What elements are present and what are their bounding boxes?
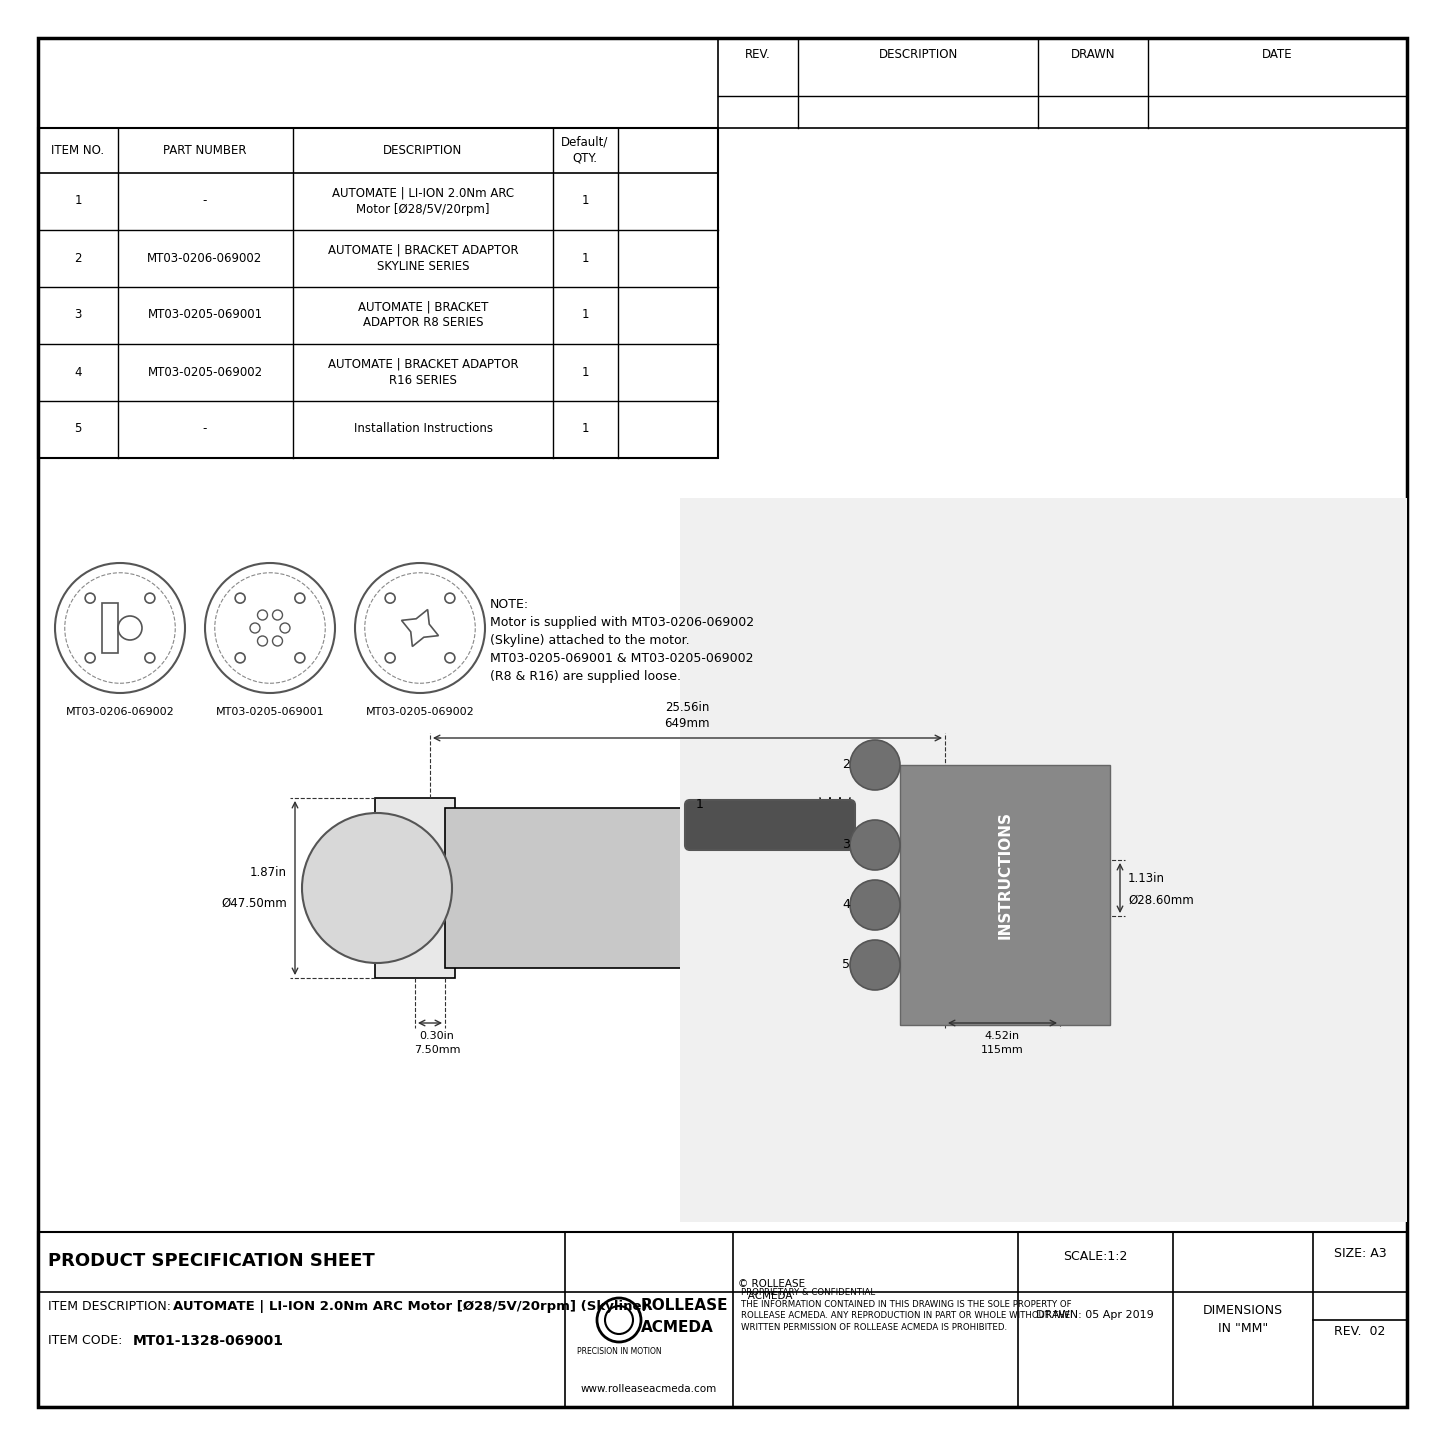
Text: MT03-0205-069002: MT03-0205-069002 (366, 707, 474, 717)
Text: -: - (202, 422, 207, 435)
Text: 115mm: 115mm (981, 1045, 1023, 1055)
Text: DIMENSIONS
IN "MM": DIMENSIONS IN "MM" (1202, 1305, 1283, 1335)
Text: 1: 1 (581, 195, 588, 208)
Text: REV.  02: REV. 02 (1334, 1325, 1386, 1338)
Text: Installation Instructions: Installation Instructions (354, 422, 493, 435)
Text: 1: 1 (581, 422, 588, 435)
Text: 1: 1 (581, 366, 588, 379)
Text: 1: 1 (74, 195, 82, 208)
Text: PRECISION IN MOTION: PRECISION IN MOTION (577, 1348, 662, 1357)
Circle shape (850, 819, 900, 870)
Bar (445, 808, 945, 968)
Text: PRODUCT SPECIFICATION SHEET: PRODUCT SPECIFICATION SHEET (48, 1251, 374, 1270)
Bar (38, 1233, 1407, 1407)
Text: ACMEDA: ACMEDA (642, 1321, 714, 1335)
Text: NOTE:
Motor is supplied with MT03-0206-069002
(Skyline) attached to the motor.
M: NOTE: Motor is supplied with MT03-0206-0… (490, 598, 754, 683)
Text: MT03-0205-069001: MT03-0205-069001 (215, 707, 324, 717)
Text: © ROLLEASE
   ACMEDA: © ROLLEASE ACMEDA (738, 1279, 805, 1300)
Text: 1: 1 (581, 308, 588, 321)
Text: 1: 1 (581, 251, 588, 264)
Text: 2: 2 (842, 759, 850, 772)
Text: 2: 2 (74, 251, 82, 264)
Text: MT03-0206-069002: MT03-0206-069002 (147, 251, 263, 264)
Text: ITEM NO.: ITEM NO. (52, 143, 104, 156)
Text: DESCRIPTION: DESCRIPTION (383, 143, 462, 156)
FancyBboxPatch shape (685, 801, 855, 850)
Text: SIZE: A3: SIZE: A3 (1334, 1247, 1386, 1260)
Text: DESCRIPTION: DESCRIPTION (879, 48, 958, 61)
Bar (38, 129, 718, 458)
Text: DRAWN: DRAWN (1071, 48, 1116, 61)
Text: AUTOMATE | BRACKET ADAPTOR
R16 SERIES: AUTOMATE | BRACKET ADAPTOR R16 SERIES (328, 357, 519, 386)
Text: ITEM CODE:: ITEM CODE: (48, 1334, 130, 1347)
Text: Ø28.60mm: Ø28.60mm (1129, 893, 1194, 906)
Text: Ø47.50mm: Ø47.50mm (221, 896, 288, 909)
Text: AUTOMATE | LI-ION 2.0Nm ARC
Motor [Ø28/5V/20rpm]: AUTOMATE | LI-ION 2.0Nm ARC Motor [Ø28/5… (332, 186, 514, 215)
Text: PART NUMBER: PART NUMBER (163, 143, 247, 156)
Bar (900, 764, 1110, 1025)
Text: MT03-0205-069002: MT03-0205-069002 (147, 366, 263, 379)
Text: AUTOMATE | BRACKET ADAPTOR
SKYLINE SERIES: AUTOMATE | BRACKET ADAPTOR SKYLINE SERIE… (328, 244, 519, 273)
Text: Default/
QTY.: Default/ QTY. (561, 136, 608, 165)
Text: DRAWN: 05 Apr 2019: DRAWN: 05 Apr 2019 (1036, 1311, 1155, 1319)
Text: AUTOMATE | BRACKET
ADAPTOR R8 SERIES: AUTOMATE | BRACKET ADAPTOR R8 SERIES (358, 301, 488, 329)
Text: ITEM DESCRIPTION:: ITEM DESCRIPTION: (48, 1300, 179, 1314)
Text: SCALE:1:2: SCALE:1:2 (1064, 1250, 1127, 1263)
Text: INSTRUCTIONS: INSTRUCTIONS (997, 811, 1013, 939)
Circle shape (850, 941, 900, 990)
Text: REV.: REV. (746, 48, 770, 61)
Bar (376, 798, 455, 978)
Text: 3: 3 (842, 838, 850, 851)
Text: 3: 3 (74, 308, 82, 321)
Text: 4.52in: 4.52in (984, 1030, 1020, 1040)
Text: 4: 4 (74, 366, 82, 379)
Text: 1.87in: 1.87in (250, 867, 288, 880)
Text: 1.13in: 1.13in (1129, 871, 1165, 884)
Text: 25.56in
649mm: 25.56in 649mm (665, 701, 709, 730)
Circle shape (302, 814, 452, 962)
Text: ROLLEASE: ROLLEASE (642, 1298, 728, 1312)
Text: 0.30in: 0.30in (419, 1030, 454, 1040)
Text: DATE: DATE (1261, 48, 1292, 61)
Bar (103, 603, 118, 653)
Text: 5: 5 (74, 422, 82, 435)
Text: 5: 5 (842, 958, 850, 971)
Circle shape (1032, 860, 1088, 916)
Text: MT03-0205-069001: MT03-0205-069001 (147, 308, 263, 321)
Bar (681, 499, 1407, 1222)
Text: AUTOMATE | LI-ION 2.0Nm ARC Motor [Ø28/5V/20rpm] (Skyline): AUTOMATE | LI-ION 2.0Nm ARC Motor [Ø28/5… (173, 1300, 647, 1314)
Text: -: - (202, 195, 207, 208)
Circle shape (850, 880, 900, 931)
Bar (718, 38, 1407, 129)
Text: PROPRIETARY & CONFIDENTIAL
THE INFORMATION CONTAINED IN THIS DRAWING IS THE SOLE: PROPRIETARY & CONFIDENTIAL THE INFORMATI… (741, 1287, 1072, 1332)
Text: 1: 1 (696, 799, 704, 812)
Text: MT03-0206-069002: MT03-0206-069002 (65, 707, 175, 717)
Bar (345, 868, 376, 907)
Text: www.rolleaseacmeda.com: www.rolleaseacmeda.com (581, 1384, 717, 1394)
Text: 4: 4 (842, 899, 850, 912)
Bar (945, 860, 1061, 916)
Text: 7.50mm: 7.50mm (413, 1045, 461, 1055)
Text: MT01-1328-069001: MT01-1328-069001 (133, 1334, 285, 1348)
Circle shape (850, 740, 900, 790)
